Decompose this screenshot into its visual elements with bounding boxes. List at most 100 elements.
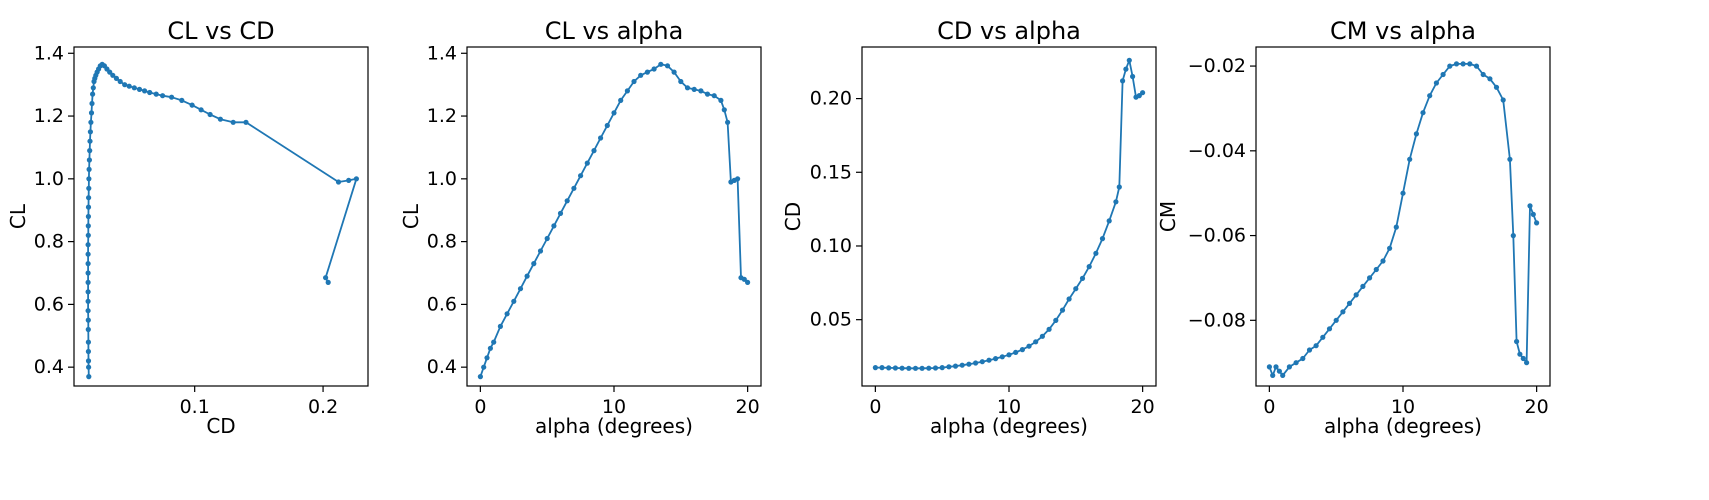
data-point <box>678 78 684 85</box>
data-point <box>87 148 93 154</box>
y-tick-label: −0.08 <box>1188 309 1246 331</box>
data-point <box>1066 296 1072 302</box>
y-tick-label: −0.06 <box>1188 225 1246 247</box>
data-point <box>973 360 979 366</box>
data-point <box>604 122 610 129</box>
data-point <box>1413 131 1419 137</box>
data-point <box>86 185 92 191</box>
data-point <box>1380 258 1386 264</box>
data-point <box>1514 338 1520 345</box>
data-point <box>85 348 91 355</box>
data-point <box>1039 333 1045 339</box>
data-point <box>85 279 91 285</box>
data-point <box>1534 220 1540 226</box>
x-axis-label: alpha (degrees) <box>930 414 1088 438</box>
data-point <box>230 119 236 125</box>
data-point <box>745 279 751 285</box>
x-tick-label: 20 <box>1131 396 1155 418</box>
data-point <box>879 365 885 371</box>
data-point <box>1093 250 1099 256</box>
data-point <box>1400 190 1406 196</box>
data-point <box>86 176 92 182</box>
data-point <box>1530 211 1536 217</box>
x-tick-label: 0 <box>1263 396 1275 418</box>
data-point <box>638 72 644 78</box>
data-point <box>1346 300 1353 306</box>
data-point <box>487 345 493 351</box>
x-axis-label: alpha (degrees) <box>535 414 693 438</box>
data-point <box>651 66 657 72</box>
data-point <box>481 364 487 370</box>
data-point <box>86 157 92 163</box>
data-point <box>1293 360 1299 366</box>
data-point <box>1266 364 1272 370</box>
y-tick-label: 0.6 <box>34 293 64 315</box>
data-point <box>85 251 91 257</box>
data-point <box>1480 71 1486 78</box>
data-point <box>160 93 166 99</box>
data-point <box>1527 203 1533 209</box>
data-point <box>107 69 113 75</box>
data-point <box>90 85 96 91</box>
x-tick-label: 20 <box>736 396 760 418</box>
data-point <box>85 326 91 333</box>
axes-frame <box>73 46 369 387</box>
data-point <box>1079 275 1086 281</box>
data-point <box>1053 317 1059 323</box>
data-point <box>325 279 331 285</box>
data-point <box>85 223 91 229</box>
x-tick-label: 0 <box>869 396 881 418</box>
y-tick-label: 0.4 <box>427 356 457 378</box>
data-point <box>993 356 999 362</box>
data-point <box>198 107 204 113</box>
data-point <box>718 97 724 103</box>
data-point <box>1333 317 1339 323</box>
y-tick-label: 0.4 <box>34 356 64 378</box>
chart-title: CL vs CD <box>167 17 274 45</box>
data-point <box>147 89 153 96</box>
axes-frame <box>861 46 1157 387</box>
data-point <box>578 173 584 179</box>
x-tick-label: 0.1 <box>180 396 210 418</box>
series-line <box>1268 63 1538 377</box>
data-point <box>1447 63 1453 69</box>
data-point <box>1320 334 1326 340</box>
data-point <box>1420 110 1426 116</box>
data-point <box>872 365 879 371</box>
data-point <box>142 88 148 94</box>
data-point <box>1453 61 1460 67</box>
data-point <box>1517 351 1523 357</box>
data-point <box>946 364 952 370</box>
data-point <box>87 129 93 135</box>
data-point <box>1487 76 1493 82</box>
data-point <box>1140 90 1146 96</box>
data-point <box>524 273 530 279</box>
y-tick-label: 1.2 <box>427 105 457 127</box>
data-point <box>1500 97 1506 103</box>
data-point <box>1300 355 1306 362</box>
data-point <box>564 198 570 204</box>
data-point <box>1126 57 1132 63</box>
data-point <box>1273 364 1279 370</box>
x-axis-label: CD <box>206 414 235 438</box>
y-tick-label: −0.04 <box>1188 140 1246 162</box>
data-point <box>85 232 91 238</box>
data-point <box>346 177 352 183</box>
data-point <box>169 94 175 100</box>
data-point <box>557 210 564 216</box>
data-point <box>684 85 691 91</box>
data-point <box>1276 368 1282 374</box>
data-point <box>1086 264 1092 270</box>
y-tick-label: 0.05 <box>810 309 852 331</box>
subplot-cl-vs-alpha: CL vs alpha alpha (degrees) CL 0 10 20 0.4 0… <box>399 17 762 438</box>
data-point <box>932 365 939 371</box>
data-point <box>1440 71 1446 78</box>
data-point <box>986 357 992 363</box>
data-point <box>1367 275 1373 281</box>
data-point <box>1433 80 1439 86</box>
y-tick-label: 0.8 <box>427 231 457 253</box>
data-point <box>721 107 727 113</box>
data-point <box>959 362 965 368</box>
data-point <box>741 276 747 282</box>
data-point <box>86 166 92 172</box>
